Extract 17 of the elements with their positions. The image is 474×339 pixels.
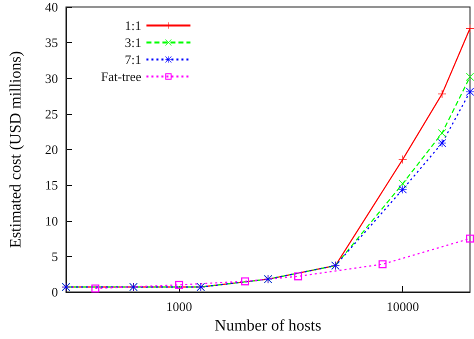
x-tick-label: 1000 <box>166 299 192 314</box>
y-tick-label: 0 <box>52 284 58 300</box>
y-tick-label: 40 <box>45 0 58 14</box>
x-axis-title: Number of hosts <box>214 317 322 334</box>
y-tick-label: 35 <box>45 35 58 50</box>
y-tick-label: 5 <box>52 248 58 264</box>
y-tick-label: 25 <box>45 106 58 122</box>
y-tick-label: 10 <box>45 213 58 228</box>
y-axis-title: Estimated cost (USD millions) <box>8 51 24 248</box>
y-tick-label: 20 <box>45 142 58 157</box>
legend-label: 3:1 <box>124 35 142 50</box>
legend-label: Fat-tree <box>101 69 142 84</box>
y-tick-label: 15 <box>45 178 58 193</box>
legend-label: 1:1 <box>124 18 142 33</box>
x-tick-label: 10000 <box>386 299 419 314</box>
legend-label: 7:1 <box>124 52 142 67</box>
y-tick-label: 30 <box>45 70 58 86</box>
